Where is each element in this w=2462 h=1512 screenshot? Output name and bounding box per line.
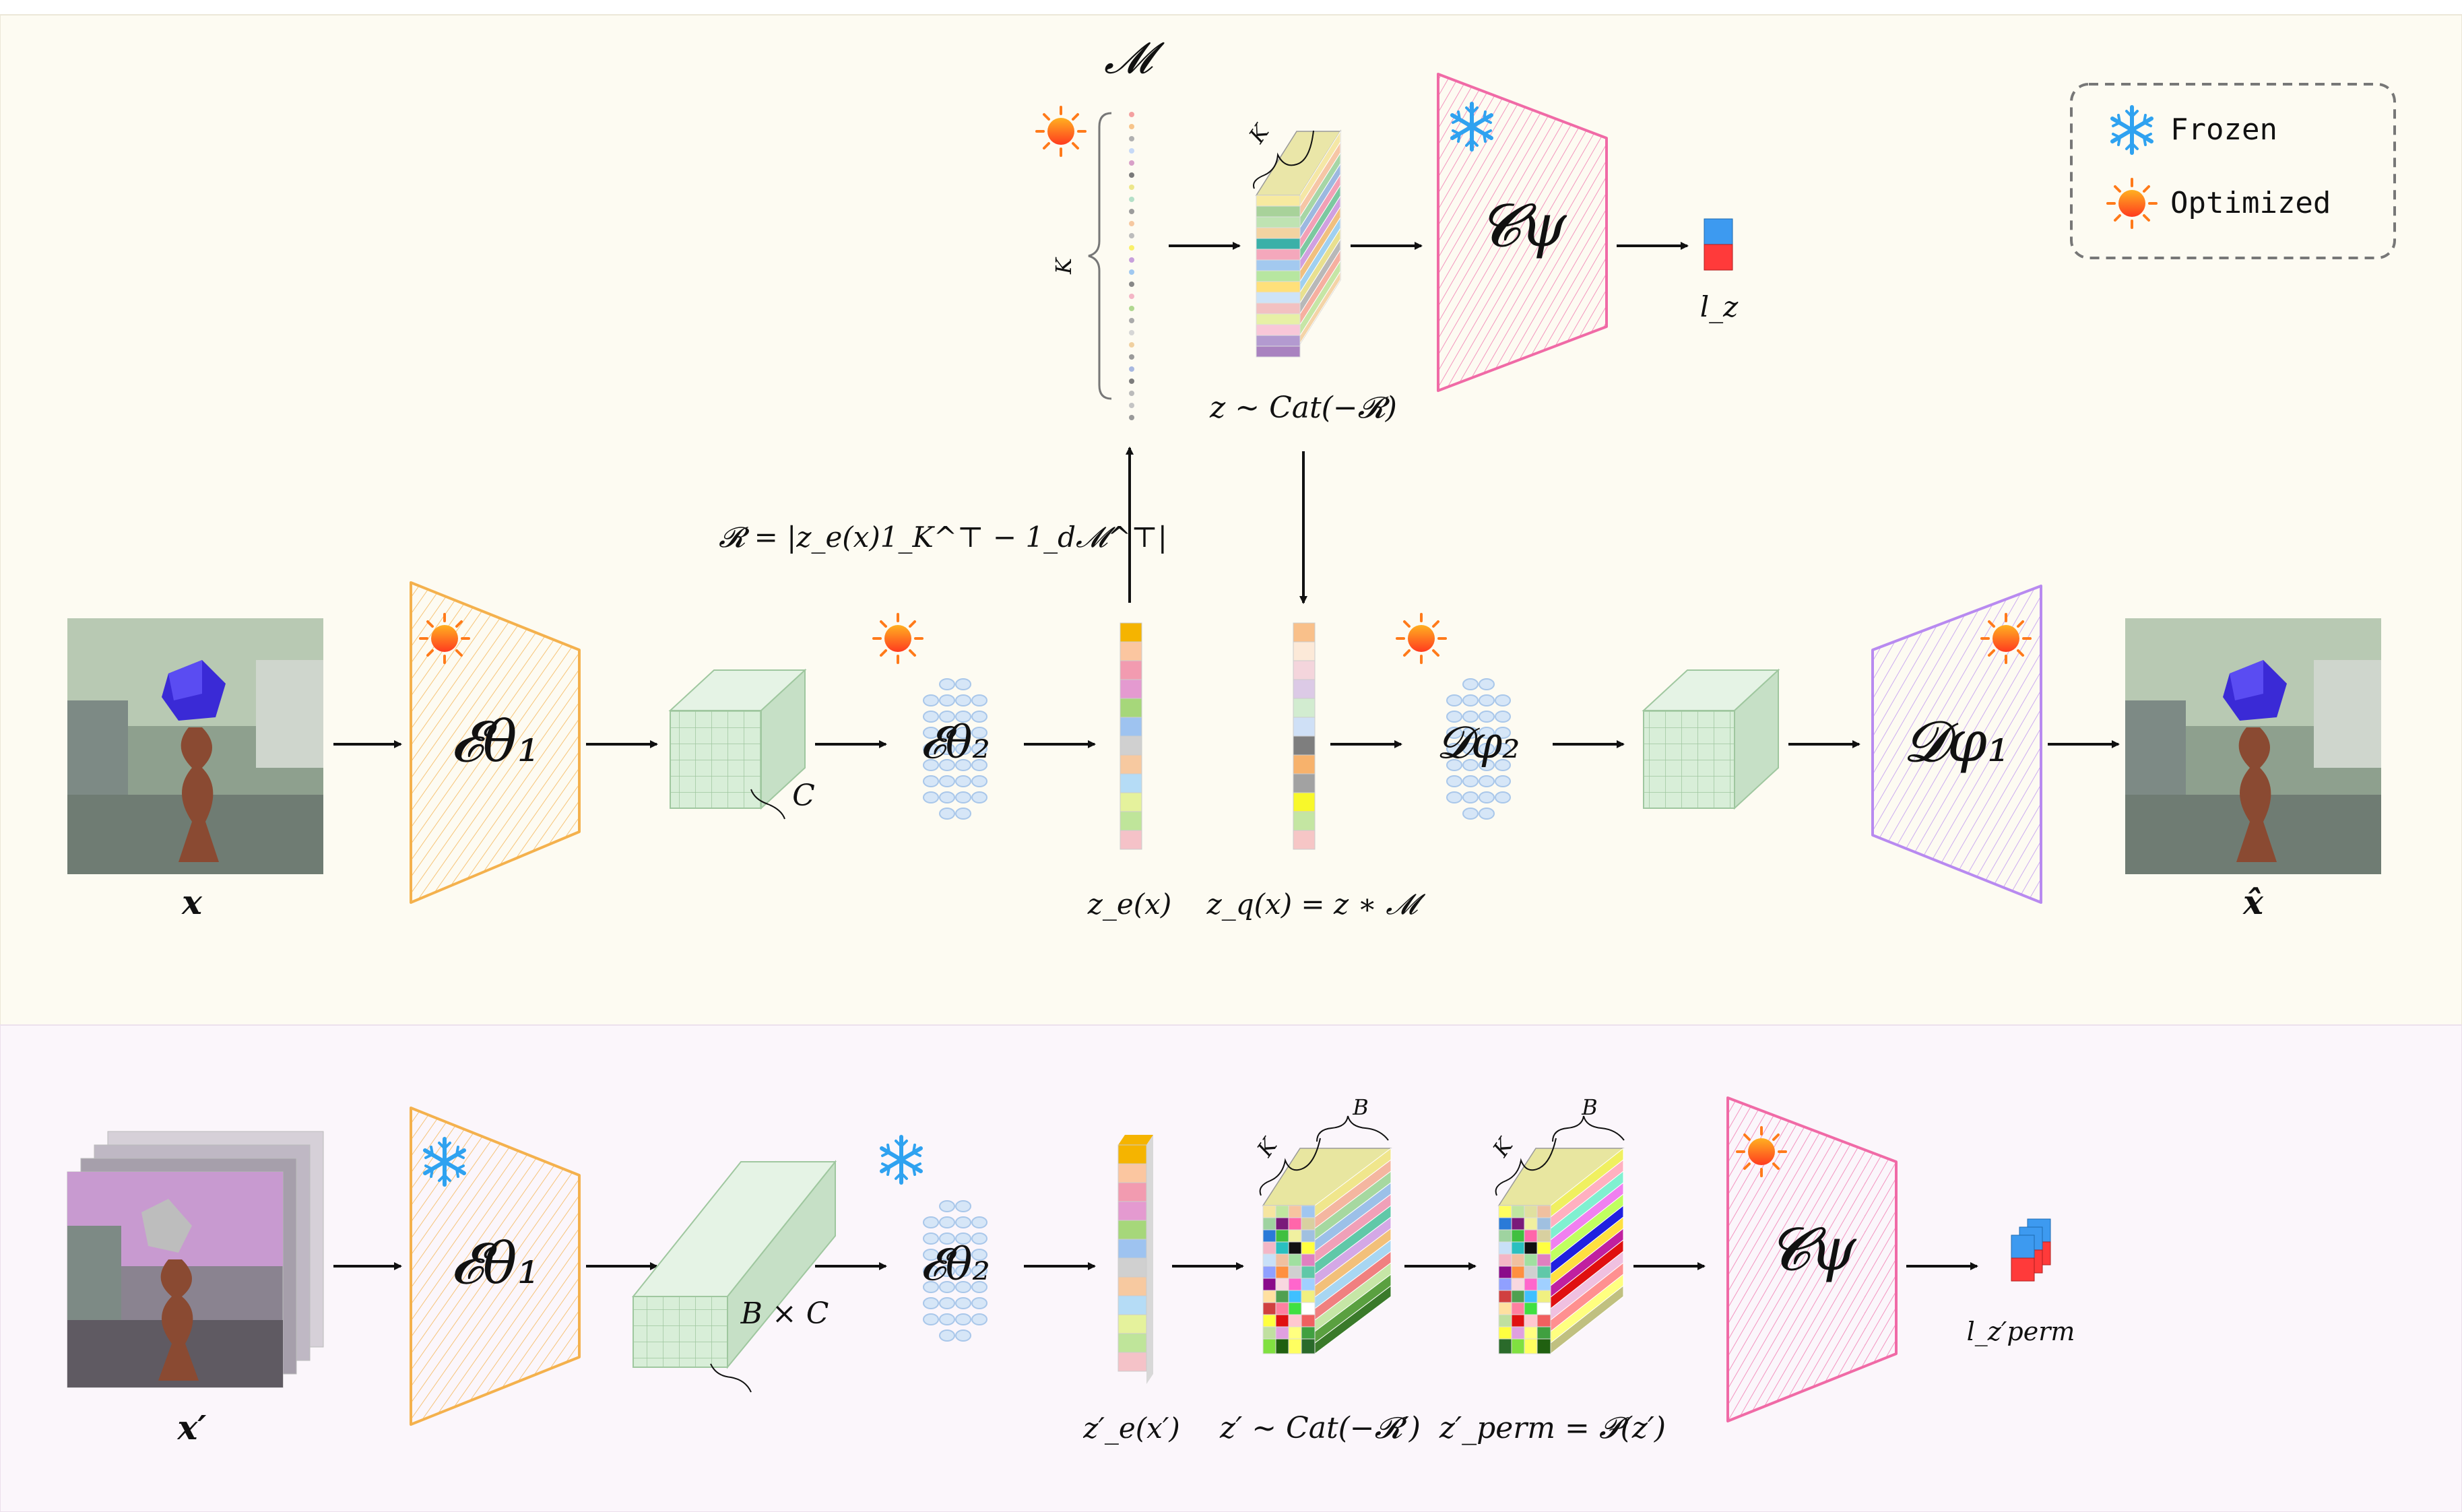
ze-prime-label: z′_e(x′) — [1082, 1412, 1180, 1445]
legend-sun-icon — [2106, 178, 2158, 229]
dec1-sun-icon — [1980, 613, 2032, 664]
zperm-label: z′_perm = 𝓟(z′) — [1439, 1411, 1666, 1445]
z-prime-tensor: K B — [1252, 1094, 1392, 1355]
lz-output — [1704, 218, 1733, 271]
input-label-xprime: x′ — [177, 1408, 207, 1447]
codebook-sun-icon — [1035, 106, 1087, 157]
encoder-theta1-bottom-block: 𝓔θ₁ — [410, 1107, 581, 1426]
enc2-label: 𝓔θ₂ — [920, 717, 990, 768]
lzperm-output — [2011, 1218, 2051, 1282]
enc1-bottom-label: 𝓔θ₁ — [451, 1230, 540, 1296]
r-equation: 𝓡 = |z_e(x)1_K^⊤ − 1_d𝓜^⊤| — [719, 521, 1167, 554]
classifier-top-label: 𝓒ψ — [1478, 191, 1567, 260]
legend-optimized-label: Optimized — [2170, 186, 2331, 220]
ze-prime-vector — [1117, 1135, 1153, 1384]
feature-c-label: C — [792, 779, 815, 813]
encoder-theta1-block: 𝓔θ₁ — [410, 581, 581, 904]
feature-map-c: C — [668, 668, 815, 820]
decoder-phi1-block: 𝓓φ₁ — [1871, 585, 2042, 904]
bxc-label: B × C — [740, 1296, 829, 1331]
encoder-theta2-block: 𝓔θ₂ — [872, 613, 990, 820]
decoder-phi2-block: 𝓓φ₂ — [1396, 613, 1520, 820]
zperm-b-label: B — [1581, 1094, 1598, 1120]
input-label-x: x — [181, 882, 203, 922]
top-panel — [0, 14, 2462, 1026]
classifier-bottom-sun-icon — [1736, 1126, 1787, 1177]
lz-label: l_z — [1700, 290, 1739, 323]
input-image-stack-xprime — [67, 1131, 324, 1388]
enc2-sun-icon — [872, 613, 924, 664]
z-tensor-top: K — [1243, 119, 1342, 358]
feature-map-bxc: B × C — [631, 1160, 837, 1393]
output-label-xhat: x̂ — [2242, 882, 2264, 922]
classifier-top-block: 𝓒ψ — [1437, 73, 1608, 392]
dec2-label: 𝓓φ₂ — [1437, 717, 1520, 768]
codebook-dots — [1129, 112, 1134, 420]
zprime-b-label: B — [1352, 1094, 1369, 1120]
codebook-k-label: K — [1051, 257, 1076, 275]
legend-frozen-label: Frozen — [2170, 112, 2277, 147]
classifier-bottom-block: 𝓒ψ — [1726, 1096, 1898, 1422]
zq-label: z_q(x) = z ∗ 𝓜 — [1206, 888, 1426, 921]
dec2-sun-icon — [1396, 613, 1447, 664]
zq-vector — [1293, 622, 1316, 850]
encoder-theta2-bottom-block: 𝓔θ₂ — [882, 1137, 990, 1342]
zperm-tensor: K B — [1487, 1094, 1625, 1355]
feature-map-decoder — [1642, 668, 1780, 810]
dec1-label: 𝓓φ₁ — [1904, 709, 2010, 775]
output-image-xhat — [2125, 618, 2381, 874]
enc2-bottom-label: 𝓔θ₂ — [920, 1239, 990, 1290]
input-image-x — [67, 618, 323, 874]
ze-vector — [1120, 622, 1142, 850]
legend: Frozen Optimized — [2070, 83, 2396, 259]
enc1-sun-icon — [419, 613, 470, 664]
enc1-label: 𝓔θ₁ — [451, 709, 540, 775]
z-sample-label: z ∼ Cat(−𝓡) — [1209, 391, 1397, 425]
zprime-sample-label: z′ ∼ Cat(−𝓡′) — [1219, 1411, 1421, 1445]
lzperm-label: l_z′perm — [1967, 1317, 2075, 1347]
ze-label: z_e(x) — [1087, 888, 1171, 921]
classifier-bottom-label: 𝓒ψ — [1768, 1214, 1856, 1284]
